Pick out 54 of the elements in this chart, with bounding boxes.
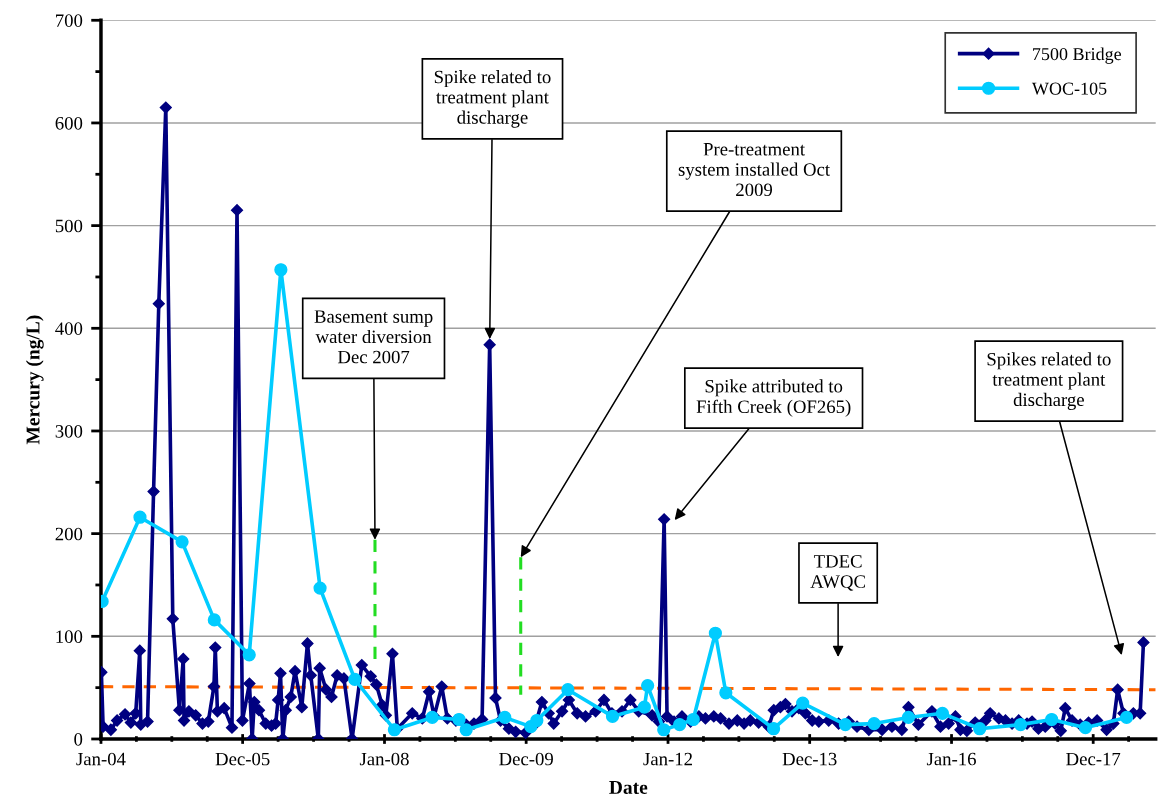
y-tick-label: 400 bbox=[55, 322, 83, 335]
point bbox=[708, 626, 722, 640]
x-tick-label: Jan-04 bbox=[76, 752, 126, 766]
point bbox=[1014, 718, 1028, 732]
point bbox=[133, 510, 147, 524]
point bbox=[313, 581, 327, 595]
y-tick-label: 700 bbox=[56, 14, 83, 27]
annotation: Spikes related to treatment plant discharge bbox=[987, 352, 1111, 410]
point bbox=[498, 710, 512, 725]
y-tick-label: 600 bbox=[55, 116, 83, 130]
point bbox=[348, 672, 362, 687]
x-tick-label: Jan-12 bbox=[643, 752, 692, 766]
annotation: Spike related to treatment plant discharge bbox=[434, 70, 551, 128]
x-tick-label: Jan-16 bbox=[926, 752, 976, 766]
point bbox=[657, 723, 671, 737]
point bbox=[673, 718, 687, 732]
point bbox=[901, 710, 916, 725]
point bbox=[530, 713, 544, 728]
x-tick-label: Dec-17 bbox=[1066, 752, 1121, 766]
annotation: Pre-treatment system installed Oct 2009 bbox=[678, 143, 830, 197]
point bbox=[459, 723, 473, 737]
legend-label: WOC-105 bbox=[1031, 82, 1107, 95]
legend-label: 7500 Bridge bbox=[1033, 47, 1122, 64]
point bbox=[719, 686, 733, 700]
y-tick-label: 300 bbox=[55, 425, 83, 438]
y-tick-label: 100 bbox=[56, 630, 83, 643]
y-axis-title: Mercury (ng/L) bbox=[25, 315, 44, 445]
point bbox=[766, 722, 781, 736]
point bbox=[175, 535, 189, 549]
point bbox=[867, 716, 881, 731]
x-axis-title: Date bbox=[609, 781, 648, 794]
y-tick-label: 500 bbox=[55, 219, 83, 233]
y-tick-label: 200 bbox=[55, 527, 83, 541]
point bbox=[641, 678, 655, 693]
annotation: Spike attributed to Fifth Creek (OF265) bbox=[696, 379, 851, 417]
x-tick-label: Dec-05 bbox=[215, 752, 270, 766]
annotation: Basement sump water diversion Dec 2007 bbox=[314, 310, 433, 364]
point bbox=[242, 648, 256, 662]
point bbox=[1078, 721, 1093, 735]
x-tick-label: Dec-09 bbox=[499, 752, 553, 766]
point bbox=[973, 722, 987, 736]
annotation: TDEC AWQC bbox=[810, 555, 865, 591]
point bbox=[1119, 710, 1134, 725]
point bbox=[838, 718, 852, 732]
y-tick-label: 0 bbox=[74, 733, 83, 746]
point bbox=[637, 700, 651, 714]
point bbox=[796, 696, 810, 710]
point bbox=[274, 263, 288, 277]
point bbox=[561, 683, 575, 697]
point bbox=[207, 613, 221, 627]
point bbox=[1045, 712, 1059, 727]
x-tick-label: Dec-13 bbox=[782, 752, 837, 766]
point bbox=[935, 706, 950, 720]
x-tick-label: Jan-08 bbox=[359, 752, 409, 766]
